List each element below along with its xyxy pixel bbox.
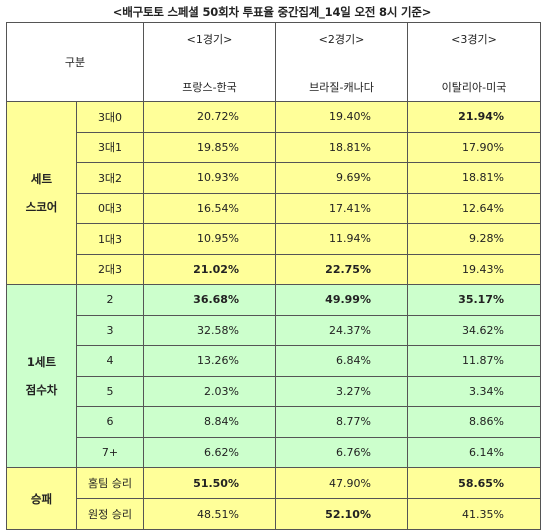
value-cell: 18.81%: [275, 131, 408, 163]
row-label: 3: [76, 314, 144, 346]
value-cell: 22.75%: [275, 253, 408, 285]
vote-rate-table: 구분 <1경기> 프랑스-한국 <2경기> 브라질-캐나다 <3경기> 이탈리아…: [6, 22, 541, 530]
value-cell: 49.99%: [275, 284, 408, 316]
table-row: 3대1 19.85% 18.81% 17.90%: [7, 131, 541, 163]
row-label: 2대3: [76, 253, 144, 285]
value-cell: 19.85%: [143, 131, 276, 163]
header-game-3: <3경기> 이탈리아-미국: [407, 22, 541, 102]
value-cell: 17.90%: [407, 131, 541, 163]
table-row: 1대3 10.95% 11.94% 9.28%: [7, 223, 541, 255]
value-cell: 6.84%: [275, 345, 408, 377]
section-label: 승패: [6, 467, 77, 530]
section-label-line: 승패: [30, 491, 53, 506]
section-label-line: 세트: [30, 172, 53, 186]
row-label: 2: [76, 284, 144, 316]
row-label: 7+: [76, 436, 144, 468]
header-game-1: <1경기> 프랑스-한국: [143, 22, 276, 102]
row-label: 원정 승리: [76, 498, 144, 530]
value-cell: 11.94%: [275, 223, 408, 255]
value-cell: 47.90%: [275, 467, 408, 499]
row-label: 3대1: [76, 131, 144, 163]
value-cell: 6.62%: [143, 436, 276, 468]
value-cell: 34.62%: [407, 314, 541, 346]
row-label: 5: [76, 375, 144, 407]
value-cell: 12.64%: [407, 192, 541, 224]
table-row: 2대3 21.02% 22.75% 19.43%: [7, 253, 541, 285]
row-label: 3대0: [76, 101, 144, 133]
value-cell: 36.68%: [143, 284, 276, 316]
table-row: 4 13.26% 6.84% 11.87%: [7, 345, 541, 377]
section-label-line: 1세트: [26, 355, 57, 369]
value-cell: 24.37%: [275, 314, 408, 346]
value-cell: 20.72%: [143, 101, 276, 133]
header-gubun: 구분: [6, 22, 144, 102]
table-row: 5 2.03% 3.27% 3.34%: [7, 375, 541, 407]
game-round-label: <1경기>: [186, 33, 233, 46]
game-teams-label: 브라질-캐나다: [309, 81, 374, 94]
row-label: 0대3: [76, 192, 144, 224]
value-cell: 3.34%: [407, 375, 541, 407]
value-cell: 19.43%: [407, 253, 541, 285]
header-game-2: <2경기> 브라질-캐나다: [275, 22, 408, 102]
value-cell: 2.03%: [143, 375, 276, 407]
value-cell: 9.28%: [407, 223, 541, 255]
value-cell: 35.17%: [407, 284, 541, 316]
value-cell: 10.93%: [143, 162, 276, 194]
table-row: 원정 승리 48.51% 52.10% 41.35%: [7, 498, 541, 530]
value-cell: 48.51%: [143, 498, 276, 530]
value-cell: 8.86%: [407, 406, 541, 438]
section-label-line: 점수차: [25, 383, 58, 397]
row-label: 홈팀 승리: [76, 467, 144, 499]
section-label-line: 스코어: [25, 200, 58, 214]
value-cell: 8.77%: [275, 406, 408, 438]
header-row: 구분 <1경기> 프랑스-한국 <2경기> 브라질-캐나다 <3경기> 이탈리아…: [6, 22, 541, 102]
row-label: 3대2: [76, 162, 144, 194]
value-cell: 6.76%: [275, 436, 408, 468]
row-label: 4: [76, 345, 144, 377]
value-cell: 16.54%: [143, 192, 276, 224]
value-cell: 6.14%: [407, 436, 541, 468]
row-label: 6: [76, 406, 144, 438]
row-label: 1대3: [76, 223, 144, 255]
value-cell: 8.84%: [143, 406, 276, 438]
table-row: 세트 스코어 3대0 20.72% 19.40% 21.94%: [6, 101, 541, 285]
value-cell: 13.26%: [143, 345, 276, 377]
value-cell: 9.69%: [275, 162, 408, 194]
value-cell: 21.02%: [143, 253, 276, 285]
value-cell: 51.50%: [143, 467, 276, 499]
game-teams-label: 프랑스-한국: [182, 81, 237, 94]
table-row: 3 32.58% 24.37% 34.62%: [7, 314, 541, 346]
table-row: 1세트 점수차 2 36.68% 49.99% 35.17%: [6, 284, 541, 468]
value-cell: 11.87%: [407, 345, 541, 377]
value-cell: 10.95%: [143, 223, 276, 255]
table-row: 승패 홈팀 승리 51.50% 47.90% 58.65%: [6, 467, 541, 530]
table-row: 7+ 6.62% 6.76% 6.14%: [7, 436, 541, 468]
value-cell: 3.27%: [275, 375, 408, 407]
value-cell: 32.58%: [143, 314, 276, 346]
value-cell: 58.65%: [407, 467, 541, 499]
table-row: 6 8.84% 8.77% 8.86%: [7, 406, 541, 438]
value-cell: 17.41%: [275, 192, 408, 224]
value-cell: 41.35%: [407, 498, 541, 530]
game-round-label: <3경기>: [451, 33, 497, 46]
value-cell: 21.94%: [407, 101, 541, 133]
gubun-label: 구분: [64, 56, 86, 69]
value-cell: 52.10%: [275, 498, 408, 530]
page-title: <배구토토 스페셜 50회차 투표율 중간집계_14일 오전 8시 기준>: [112, 5, 432, 19]
value-cell: 18.81%: [407, 162, 541, 194]
value-cell: 19.40%: [275, 101, 408, 133]
game-teams-label: 이탈리아-미국: [441, 81, 507, 94]
table-row: 3대2 10.93% 9.69% 18.81%: [7, 162, 541, 194]
game-round-label: <2경기>: [318, 33, 365, 46]
table-row: 0대3 16.54% 17.41% 12.64%: [7, 192, 541, 224]
